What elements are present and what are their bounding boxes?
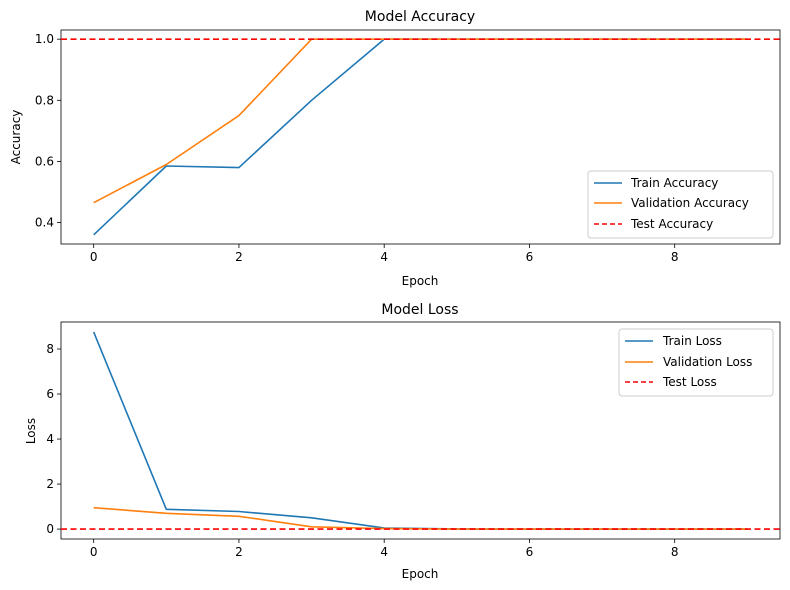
chart-title: Model Loss (381, 302, 458, 318)
loss-chart: Model Loss Epoch Loss 0 2 4 6 8 0 2 4 6 8 Train L… (24, 302, 781, 581)
chart-title: Model Accuracy (365, 9, 475, 25)
series-line-validation-accuracy (93, 38, 748, 204)
y-axis-label: Loss (24, 418, 38, 444)
legend-label-test-loss: Test Loss (662, 375, 717, 389)
y-tick-label: 8 (46, 342, 54, 356)
legend-label-train-loss: Train Loss (662, 334, 722, 348)
axis-ticks: 0 2 4 6 8 0.4 0.6 0.8 1.0 (35, 32, 679, 264)
x-axis-label: Epoch (402, 274, 439, 288)
x-tick-label: 6 (526, 545, 534, 559)
x-tick-label: 6 (526, 250, 534, 264)
legend-label-validation-loss: Validation Loss (663, 355, 752, 369)
x-tick-label: 2 (235, 250, 243, 264)
y-tick-label: 0.6 (35, 154, 54, 168)
y-tick-label: 4 (46, 432, 54, 446)
axis-ticks: 0 2 4 6 8 0 2 4 6 8 (46, 342, 678, 559)
y-tick-label: 6 (46, 387, 54, 401)
legend-box (587, 170, 774, 239)
y-axis-label: Accuracy (9, 110, 23, 165)
y-tick-label: 0.8 (35, 93, 54, 107)
legend-label-test-accuracy: Test Accuracy (630, 217, 713, 231)
x-tick-label: 0 (90, 545, 98, 559)
x-tick-label: 4 (380, 545, 388, 559)
x-tick-label: 4 (380, 250, 388, 264)
y-tick-label: 0 (46, 522, 54, 536)
legend: Train Loss Validation Loss Test Loss (618, 328, 774, 397)
x-axis-label: Epoch (402, 567, 439, 581)
series-line-validation-loss (93, 506, 748, 530)
series-lines (61, 38, 780, 236)
legend-box (618, 328, 774, 397)
legend-label-train-accuracy: Train Accuracy (630, 176, 718, 190)
y-tick-label: 2 (46, 477, 54, 491)
x-tick-label: 8 (671, 545, 679, 559)
accuracy-chart: Model Accuracy Epoch Accuracy 0 2 4 6 8 0.4 0.… (9, 9, 781, 288)
y-tick-label: 1.0 (35, 32, 54, 46)
plot-area (60, 29, 781, 245)
x-tick-label: 2 (235, 545, 243, 559)
y-tick-label: 0.4 (35, 216, 54, 230)
legend: Train Accuracy Validation Accuracy Test … (587, 170, 774, 239)
x-tick-label: 8 (671, 250, 679, 264)
series-lines (61, 331, 780, 530)
plot-area (60, 321, 781, 540)
x-tick-label: 0 (90, 250, 98, 264)
legend-label-validation-accuracy: Validation Accuracy (631, 196, 749, 210)
